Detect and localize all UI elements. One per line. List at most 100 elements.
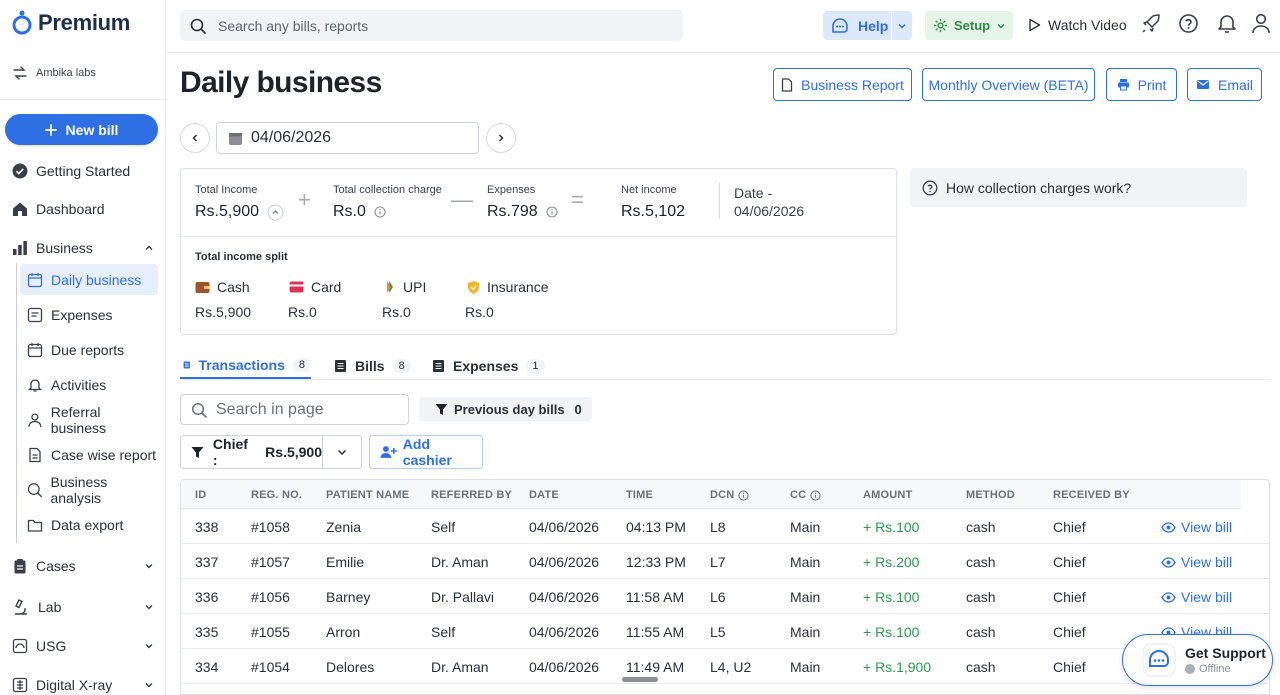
bell-icon xyxy=(27,378,43,392)
nav-label: Digital X-ray xyxy=(36,677,113,693)
chevron-up-icon[interactable] xyxy=(267,204,284,221)
next-day-button[interactable] xyxy=(486,123,516,153)
cashier-dropdown[interactable] xyxy=(323,446,361,458)
user-icon[interactable] xyxy=(1251,13,1271,34)
sub-due-reports[interactable]: Due reports xyxy=(20,334,158,365)
nav-digital-xray[interactable]: Digital X-ray xyxy=(12,677,153,693)
total-income-amount: Rs.5,900 xyxy=(195,203,260,220)
business-report-label: Business Report xyxy=(801,76,904,93)
global-search[interactable] xyxy=(180,10,683,41)
support-chat-icon xyxy=(1141,642,1177,678)
horizontal-scrollbar[interactable] xyxy=(622,677,658,682)
income-split-title: Total income split xyxy=(195,251,288,263)
sub-referral-business[interactable]: Referral business xyxy=(20,404,158,436)
cell-dcn: L5 xyxy=(710,624,726,640)
sub-case-wise-report[interactable]: Case wise report xyxy=(20,439,158,470)
page-search[interactable] xyxy=(180,394,409,425)
cell-id: 336 xyxy=(195,589,219,605)
cell-received: Chief xyxy=(1053,589,1086,605)
view-bill-link[interactable]: View bill xyxy=(1161,554,1232,570)
table-row: 334 #1054 Delores Dr. Aman 04/06/2026 11:49 A… xyxy=(181,649,1269,684)
net-income-value: Rs.5,102 xyxy=(621,203,685,221)
help-button[interactable]: Help xyxy=(823,11,912,40)
org-switcher[interactable]: Ambika labs xyxy=(12,66,96,80)
minus-sign: — xyxy=(451,187,473,212)
nav-label: Cases xyxy=(36,558,76,574)
cell-time: 11:55 AM xyxy=(626,624,685,640)
nav-business[interactable]: Business xyxy=(12,240,153,256)
sub-label: Due reports xyxy=(51,341,125,358)
info-icon[interactable] xyxy=(810,489,821,501)
rocket-icon[interactable] xyxy=(1140,13,1162,35)
print-button[interactable]: Print xyxy=(1106,68,1177,101)
cashier-filter[interactable]: Chief : Rs.5,900 xyxy=(180,435,362,469)
nav-dashboard[interactable]: Dashboard xyxy=(12,201,152,217)
logo[interactable]: Premium xyxy=(11,10,130,36)
cell-method: cash xyxy=(966,624,996,640)
collection-charge-value: Rs.0 xyxy=(333,203,386,221)
help-dropdown[interactable] xyxy=(892,21,912,31)
collection-charges-help[interactable]: How collection charges work? xyxy=(910,168,1247,207)
get-support-widget[interactable]: Get Support Offline xyxy=(1122,634,1273,686)
monthly-overview-button[interactable]: Monthly Overview (BETA) xyxy=(922,68,1095,101)
setup-label: Setup xyxy=(954,18,991,33)
cell-date: 04/06/2026 xyxy=(529,554,600,570)
folder-icon xyxy=(27,519,43,532)
upi-icon xyxy=(387,281,393,293)
collection-charges-help-text: How collection charges work? xyxy=(946,179,1132,196)
collection-charge-amount: Rs.0 xyxy=(333,203,366,220)
nav-getting-started[interactable]: Getting Started xyxy=(12,163,152,179)
bell-icon[interactable] xyxy=(1217,13,1237,34)
col-patient-name: PATIENT NAME xyxy=(326,489,410,501)
sub-label: Case wise report xyxy=(51,446,157,463)
info-icon[interactable] xyxy=(546,206,558,218)
tab-expenses[interactable]: Expenses 1 xyxy=(429,352,545,379)
nav-usg[interactable]: USG xyxy=(12,638,153,654)
watch-video-link[interactable]: Watch Video xyxy=(1028,17,1127,33)
split-card: Card xyxy=(289,279,341,295)
tab-bills[interactable]: Bills 8 xyxy=(331,352,411,379)
info-icon[interactable] xyxy=(738,489,750,501)
date-value: 04/06/2026 xyxy=(251,129,332,146)
credit-card-icon xyxy=(289,281,304,293)
previous-day-bills-filter[interactable]: Previous day bills 0 xyxy=(419,397,592,421)
tab-count-badge: 8 xyxy=(292,357,311,372)
global-search-input[interactable] xyxy=(218,17,658,34)
tab-transactions[interactable]: Transactions 8 xyxy=(180,352,311,379)
collection-charge-label: Total collection charge xyxy=(333,184,442,196)
new-bill-button[interactable]: New bill xyxy=(5,114,158,145)
plus-icon xyxy=(44,123,57,136)
view-bill-link[interactable]: View bill xyxy=(1161,589,1232,605)
sub-business-analysis[interactable]: Business analysis xyxy=(20,474,158,506)
calendar-clock-icon xyxy=(27,342,43,357)
cell-method: cash xyxy=(966,659,996,675)
tab-label: Expenses xyxy=(453,357,519,374)
add-cashier-button[interactable]: Add cashier xyxy=(369,435,483,469)
date-picker[interactable]: 04/06/2026 xyxy=(216,122,479,154)
document-icon xyxy=(29,447,41,462)
previous-day-bills-count: 0 xyxy=(574,401,582,417)
nav-cases[interactable]: Cases xyxy=(12,558,153,574)
sub-expenses[interactable]: Expenses xyxy=(20,299,158,330)
previous-day-button[interactable] xyxy=(180,123,210,153)
col-received-by: RECEIVED BY xyxy=(1053,489,1130,501)
nav-lab[interactable]: Lab xyxy=(12,598,153,616)
table-header: ID REG. NO. PATIENT NAME REFERRED BY DAT… xyxy=(181,480,1241,509)
sub-activities[interactable]: Activities xyxy=(20,369,158,400)
email-label: Email xyxy=(1217,76,1253,93)
chevron-down-icon xyxy=(898,23,906,29)
business-report-button[interactable]: Business Report xyxy=(773,68,912,101)
sidebar: Premium Ambika labs New bill Getting Sta… xyxy=(0,0,166,695)
info-icon[interactable] xyxy=(374,206,386,218)
sub-daily-business[interactable]: Daily business xyxy=(20,264,158,295)
cell-ref: Self xyxy=(431,624,456,640)
setup-button[interactable]: Setup xyxy=(925,11,1013,40)
xray-icon xyxy=(12,677,28,693)
email-button[interactable]: Email xyxy=(1187,68,1262,101)
page-search-input[interactable] xyxy=(216,400,396,419)
view-bill-link[interactable]: View bill xyxy=(1161,519,1232,535)
cell-amount: + Rs.100 xyxy=(863,519,920,535)
question-circle-icon[interactable] xyxy=(1178,13,1199,34)
sub-data-export[interactable]: Data export xyxy=(20,509,158,540)
col-dcn: DCN xyxy=(710,489,750,501)
